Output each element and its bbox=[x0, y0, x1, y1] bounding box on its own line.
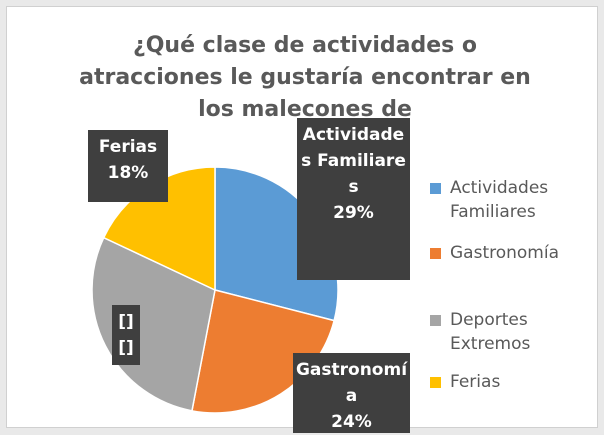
data-label-value: [] bbox=[118, 338, 134, 358]
legend-swatch bbox=[430, 315, 441, 326]
data-label-name: [] bbox=[118, 312, 134, 332]
legend-label: Ferias bbox=[450, 372, 501, 392]
data-label-name: Actividades Familiares bbox=[301, 125, 406, 197]
pie-slice bbox=[91, 236, 216, 412]
legend-swatch bbox=[430, 183, 441, 194]
legend-item: Deportes Extremos bbox=[430, 308, 590, 356]
legend-item: Gastronomía bbox=[430, 241, 590, 265]
data-label: Actividades Familiares 29% bbox=[297, 118, 410, 280]
data-label-name: Ferias bbox=[98, 137, 158, 157]
data-label-value: 24% bbox=[331, 412, 372, 432]
legend-swatch bbox=[430, 377, 441, 388]
data-label-name: Gastronomía bbox=[295, 360, 408, 406]
chart-title: ¿Qué clase de actividades o atracciones … bbox=[79, 33, 531, 122]
data-label: [] [] bbox=[112, 305, 140, 365]
data-label-value: 18% bbox=[107, 163, 149, 183]
legend-item: Ferias bbox=[430, 370, 590, 394]
legend-label: Deportes Extremos bbox=[450, 310, 531, 354]
data-label: Ferias 18% bbox=[88, 130, 168, 202]
legend-label: Actividades Familiares bbox=[450, 178, 549, 222]
pie-slice bbox=[191, 289, 336, 414]
data-label: Gastronomía 24% bbox=[293, 353, 410, 433]
legend-label: Gastronomía bbox=[450, 243, 560, 263]
legend-item: Actividades Familiares bbox=[430, 176, 590, 224]
legend-swatch bbox=[430, 248, 441, 259]
data-label-value: 29% bbox=[333, 203, 374, 223]
